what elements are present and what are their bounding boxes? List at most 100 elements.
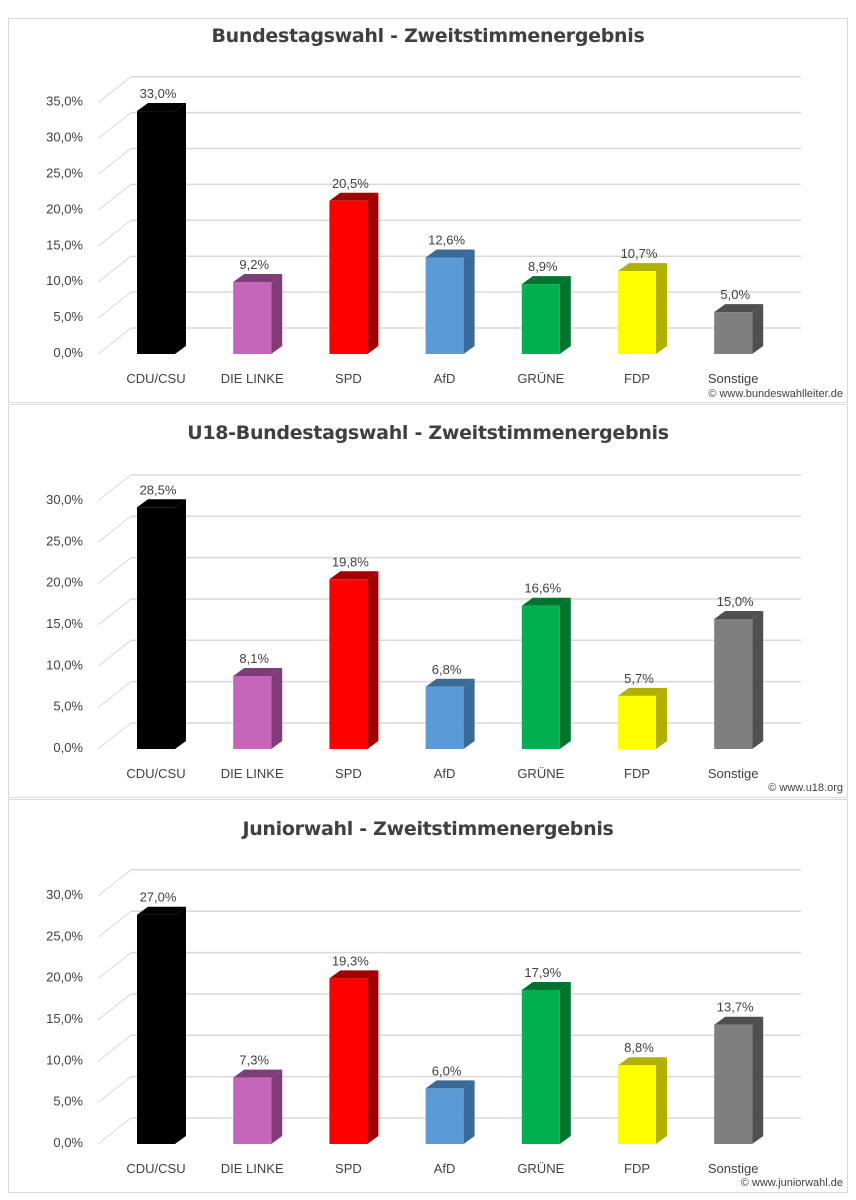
bar-top bbox=[618, 1057, 667, 1066]
gridline-depth bbox=[97, 112, 132, 139]
gridline-depth bbox=[97, 76, 132, 104]
y-tick-label: 0,0% bbox=[53, 740, 83, 755]
x-tick-label: AfD bbox=[434, 1161, 456, 1176]
data-label: 16,6% bbox=[524, 581, 561, 596]
bar-side bbox=[656, 263, 667, 354]
bar-side bbox=[463, 1080, 475, 1144]
chart-title: Juniorwahl - Zweitstimmenergebnis bbox=[242, 818, 614, 840]
chart-plot: 0,0% 5,0% 10,0% 15,0% 20,0% 25,0% 30,0% 27,0% CD… bbox=[46, 869, 801, 1176]
data-label: 8,9% bbox=[528, 259, 558, 274]
gridline-depth bbox=[97, 1117, 132, 1145]
y-tick-label: 35,0% bbox=[46, 94, 83, 109]
bar-side bbox=[367, 192, 379, 354]
bar-top bbox=[137, 499, 186, 508]
bar-top bbox=[329, 970, 379, 979]
data-label: 7,3% bbox=[239, 1053, 269, 1068]
y-tick-label: 25,0% bbox=[46, 533, 83, 548]
gridline-depth bbox=[97, 327, 132, 355]
y-tick-label: 15,0% bbox=[46, 1011, 83, 1026]
x-tick-label: DIE LINKE bbox=[221, 1161, 284, 1176]
bar bbox=[714, 1024, 753, 1144]
bar-side bbox=[559, 597, 571, 749]
x-tick-label: FDP bbox=[624, 766, 650, 781]
bar-side bbox=[752, 610, 764, 749]
chart-plot: 0,0% 5,0% 10,0% 15,0% 20,0% 25,0% 30,0% 28,5% CD… bbox=[46, 474, 801, 781]
chart-panel-bundestagswahl: Bundestagswahl - Zweitstimmenergebnis 0,… bbox=[8, 18, 848, 403]
gridline-depth bbox=[97, 1076, 132, 1104]
data-label: 13,7% bbox=[717, 1000, 754, 1015]
x-tick-label: GRÜNE bbox=[517, 1161, 564, 1176]
x-tick-label: Sonstige bbox=[708, 371, 759, 386]
y-tick-label: 10,0% bbox=[46, 1052, 83, 1067]
gridline-depth bbox=[97, 952, 132, 979]
bar-top bbox=[714, 1016, 764, 1025]
x-tick-label: FDP bbox=[624, 371, 650, 386]
data-label: 6,0% bbox=[432, 1063, 462, 1078]
chart-title: Bundestagswahl - Zweitstimmenergebnis bbox=[211, 25, 645, 47]
gridline-depth bbox=[97, 255, 132, 283]
bar-top bbox=[329, 571, 379, 580]
bar-top bbox=[137, 906, 186, 915]
bar-side bbox=[175, 103, 186, 354]
bar-top bbox=[521, 597, 571, 606]
x-tick-label: DIE LINKE bbox=[221, 371, 284, 386]
x-tick-label: SPD bbox=[335, 1161, 362, 1176]
x-tick-label: AfD bbox=[434, 371, 456, 386]
chart-title: U18-Bundestagswahl - Zweitstimmenergebni… bbox=[187, 422, 669, 444]
chart-plot: 0,0% 5,0% 10,0% 15,0% 20,0% 25,0% 30,0% 35,0% 33… bbox=[46, 75, 801, 386]
gridline-depth bbox=[97, 219, 132, 247]
bar-top bbox=[714, 304, 764, 313]
bar bbox=[329, 579, 368, 749]
bar bbox=[233, 676, 272, 749]
bar-side bbox=[463, 678, 475, 749]
x-tick-label: SPD bbox=[335, 371, 362, 386]
y-tick-label: 20,0% bbox=[46, 201, 83, 216]
y-tick-label: 15,0% bbox=[46, 237, 83, 252]
bar bbox=[714, 618, 753, 749]
bar bbox=[233, 281, 272, 354]
bar-top bbox=[714, 610, 764, 619]
bar-side bbox=[656, 1057, 667, 1144]
gridline-depth bbox=[97, 993, 132, 1021]
gridline-depth bbox=[97, 291, 132, 319]
bar-top bbox=[329, 192, 379, 201]
bar-side bbox=[271, 668, 283, 749]
x-tick-label: GRÜNE bbox=[517, 371, 564, 386]
data-label: 8,1% bbox=[239, 651, 269, 666]
y-tick-label: 10,0% bbox=[46, 273, 83, 288]
gridline-depth bbox=[97, 910, 132, 938]
bar bbox=[137, 111, 175, 354]
x-tick-label: CDU/CSU bbox=[126, 371, 185, 386]
x-tick-label: DIE LINKE bbox=[221, 766, 284, 781]
gridline-depth bbox=[97, 681, 132, 709]
gridline-depth bbox=[97, 148, 132, 175]
y-tick-label: 20,0% bbox=[46, 575, 83, 590]
data-label: 8,8% bbox=[624, 1040, 654, 1055]
bar-top bbox=[425, 1080, 475, 1089]
y-tick-label: 10,0% bbox=[46, 657, 83, 672]
source-credit: © www.u18.org bbox=[768, 782, 843, 794]
bar-side bbox=[656, 687, 667, 749]
bar bbox=[618, 271, 656, 354]
bar bbox=[137, 914, 175, 1144]
x-tick-label: CDU/CSU bbox=[126, 1161, 185, 1176]
y-tick-label: 30,0% bbox=[46, 492, 83, 507]
data-label: 19,8% bbox=[332, 554, 369, 569]
data-label: 17,9% bbox=[524, 965, 561, 980]
data-label: 19,3% bbox=[332, 953, 369, 968]
bar bbox=[425, 686, 464, 749]
bar-top bbox=[425, 678, 475, 687]
y-tick-label: 5,0% bbox=[53, 699, 83, 714]
bar bbox=[521, 284, 560, 354]
y-tick-label: 25,0% bbox=[46, 928, 83, 943]
y-tick-label: 5,0% bbox=[53, 309, 83, 324]
bar bbox=[618, 695, 656, 749]
bar bbox=[233, 1077, 272, 1144]
bar-side bbox=[752, 1016, 764, 1144]
data-label: 33,0% bbox=[140, 86, 177, 101]
bar bbox=[329, 200, 368, 354]
y-tick-label: 5,0% bbox=[53, 1094, 83, 1109]
x-tick-label: AfD bbox=[434, 766, 456, 781]
bar-side bbox=[752, 304, 764, 354]
bar bbox=[521, 989, 560, 1144]
